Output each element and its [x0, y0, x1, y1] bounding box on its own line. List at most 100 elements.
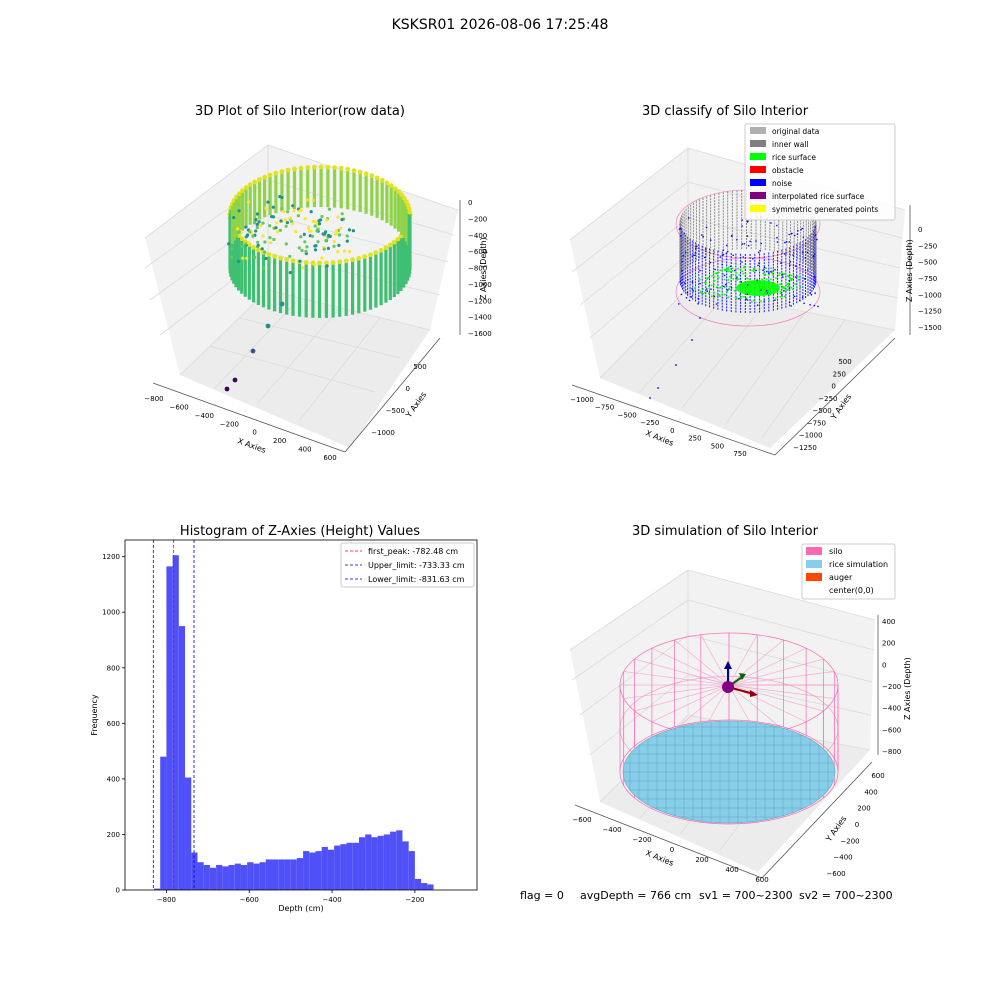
noise-point	[789, 261, 792, 263]
panel2-floor-pane	[600, 288, 895, 448]
data-point	[299, 208, 303, 212]
rice-surface-point	[753, 268, 756, 271]
histogram-bar	[327, 849, 335, 890]
footer-flag: flag = 0	[520, 889, 564, 902]
tick-label: 600	[107, 720, 120, 728]
rice-surface-point	[725, 268, 728, 271]
data-point	[270, 215, 274, 219]
silo-spoke	[728, 634, 758, 686]
rice-surface-point	[706, 278, 708, 281]
data-point	[274, 226, 278, 230]
data-point	[300, 248, 304, 253]
noise-point	[683, 282, 686, 284]
noise-point	[715, 303, 718, 305]
data-point	[247, 200, 251, 204]
data-point	[251, 245, 256, 250]
panel4-x-ticks: −600 −400 −200 0 200 400 600	[572, 816, 768, 884]
rice-surface-point	[790, 277, 793, 280]
tick-label: −400	[195, 412, 214, 420]
noise-point	[725, 252, 728, 255]
panel1-zlabel: Z Axies (Depth)	[479, 237, 488, 300]
legend-swatch	[750, 205, 766, 212]
data-point	[272, 237, 276, 242]
data-point	[283, 218, 287, 222]
histogram-bar	[427, 884, 434, 890]
tick-label: 600	[323, 454, 336, 462]
tick-label: 0	[918, 226, 922, 234]
data-point	[279, 169, 285, 174]
data-point	[298, 165, 304, 171]
histogram-bar	[408, 851, 415, 890]
panel3-vlines	[152, 540, 195, 890]
noise-point	[657, 387, 659, 389]
histogram-bar	[421, 883, 428, 890]
data-point	[383, 245, 389, 251]
rice-surface-point	[721, 293, 724, 295]
noise-point	[743, 243, 746, 245]
data-point	[292, 209, 296, 213]
panel3-axes-frame	[124, 539, 478, 891]
noise-point	[695, 245, 698, 247]
tick-label: −800	[157, 896, 176, 904]
data-point	[327, 207, 331, 211]
data-point	[276, 230, 280, 234]
rice-surface-point	[700, 292, 703, 295]
outlier-point	[250, 348, 256, 354]
data-point	[347, 228, 351, 232]
tick-label: 400	[864, 788, 877, 796]
data-point	[261, 221, 265, 225]
rice-surface-point	[728, 275, 731, 278]
rice-surface-point	[758, 269, 761, 271]
tick-label: 0	[831, 383, 835, 391]
data-point	[369, 173, 375, 179]
noise-point	[719, 256, 722, 258]
rice-surface-point	[783, 286, 786, 289]
tick-label: 600	[755, 876, 768, 884]
silo-spoke	[728, 639, 784, 686]
data-point	[342, 249, 347, 253]
data-point	[255, 225, 259, 230]
data-point	[363, 171, 369, 177]
histogram-bar	[278, 859, 285, 890]
tick-label: 0	[670, 846, 674, 854]
silo-spoke	[623, 671, 730, 686]
legend-label: Lower_limit: -831.63 cm	[368, 575, 465, 584]
panel2-z-ticks: 0 −250 −500 −750 −1000 −1250 −1500	[918, 226, 942, 332]
noise-point	[742, 256, 745, 258]
data-point	[303, 260, 309, 265]
data-point	[332, 239, 336, 244]
data-point	[357, 169, 363, 175]
rice-surface-point	[737, 278, 740, 280]
noise-point	[726, 244, 728, 247]
panel1-y-ticks: 500 0 −500 −1000	[371, 363, 427, 437]
noise-point	[690, 296, 693, 298]
data-point	[245, 234, 249, 238]
silo-spoke	[728, 684, 835, 699]
data-point	[247, 182, 253, 188]
panel1-points	[224, 164, 413, 392]
rice-surface-point	[717, 271, 720, 274]
rice-surface-point	[726, 290, 728, 293]
noise-point	[801, 227, 803, 230]
rice-surface-point	[788, 284, 790, 287]
data-point	[254, 218, 258, 222]
noise-point	[774, 299, 776, 302]
histogram-bar	[390, 831, 397, 890]
noise-point	[760, 289, 762, 291]
histogram-bar	[222, 866, 229, 890]
noise-point	[699, 269, 701, 272]
noise-point	[709, 261, 712, 264]
noise-point	[765, 290, 768, 292]
rice-surface-point	[781, 285, 784, 288]
data-point	[260, 247, 264, 251]
noise-point	[736, 239, 738, 241]
rice-surface-point	[790, 286, 793, 289]
data-point	[298, 259, 302, 263]
tick-label: −1500	[918, 324, 942, 332]
outlier-point	[265, 323, 271, 329]
data-point	[327, 233, 331, 237]
data-point	[316, 240, 320, 244]
data-point	[291, 204, 295, 208]
tick-label: 500	[838, 358, 851, 366]
noise-point	[788, 241, 791, 243]
